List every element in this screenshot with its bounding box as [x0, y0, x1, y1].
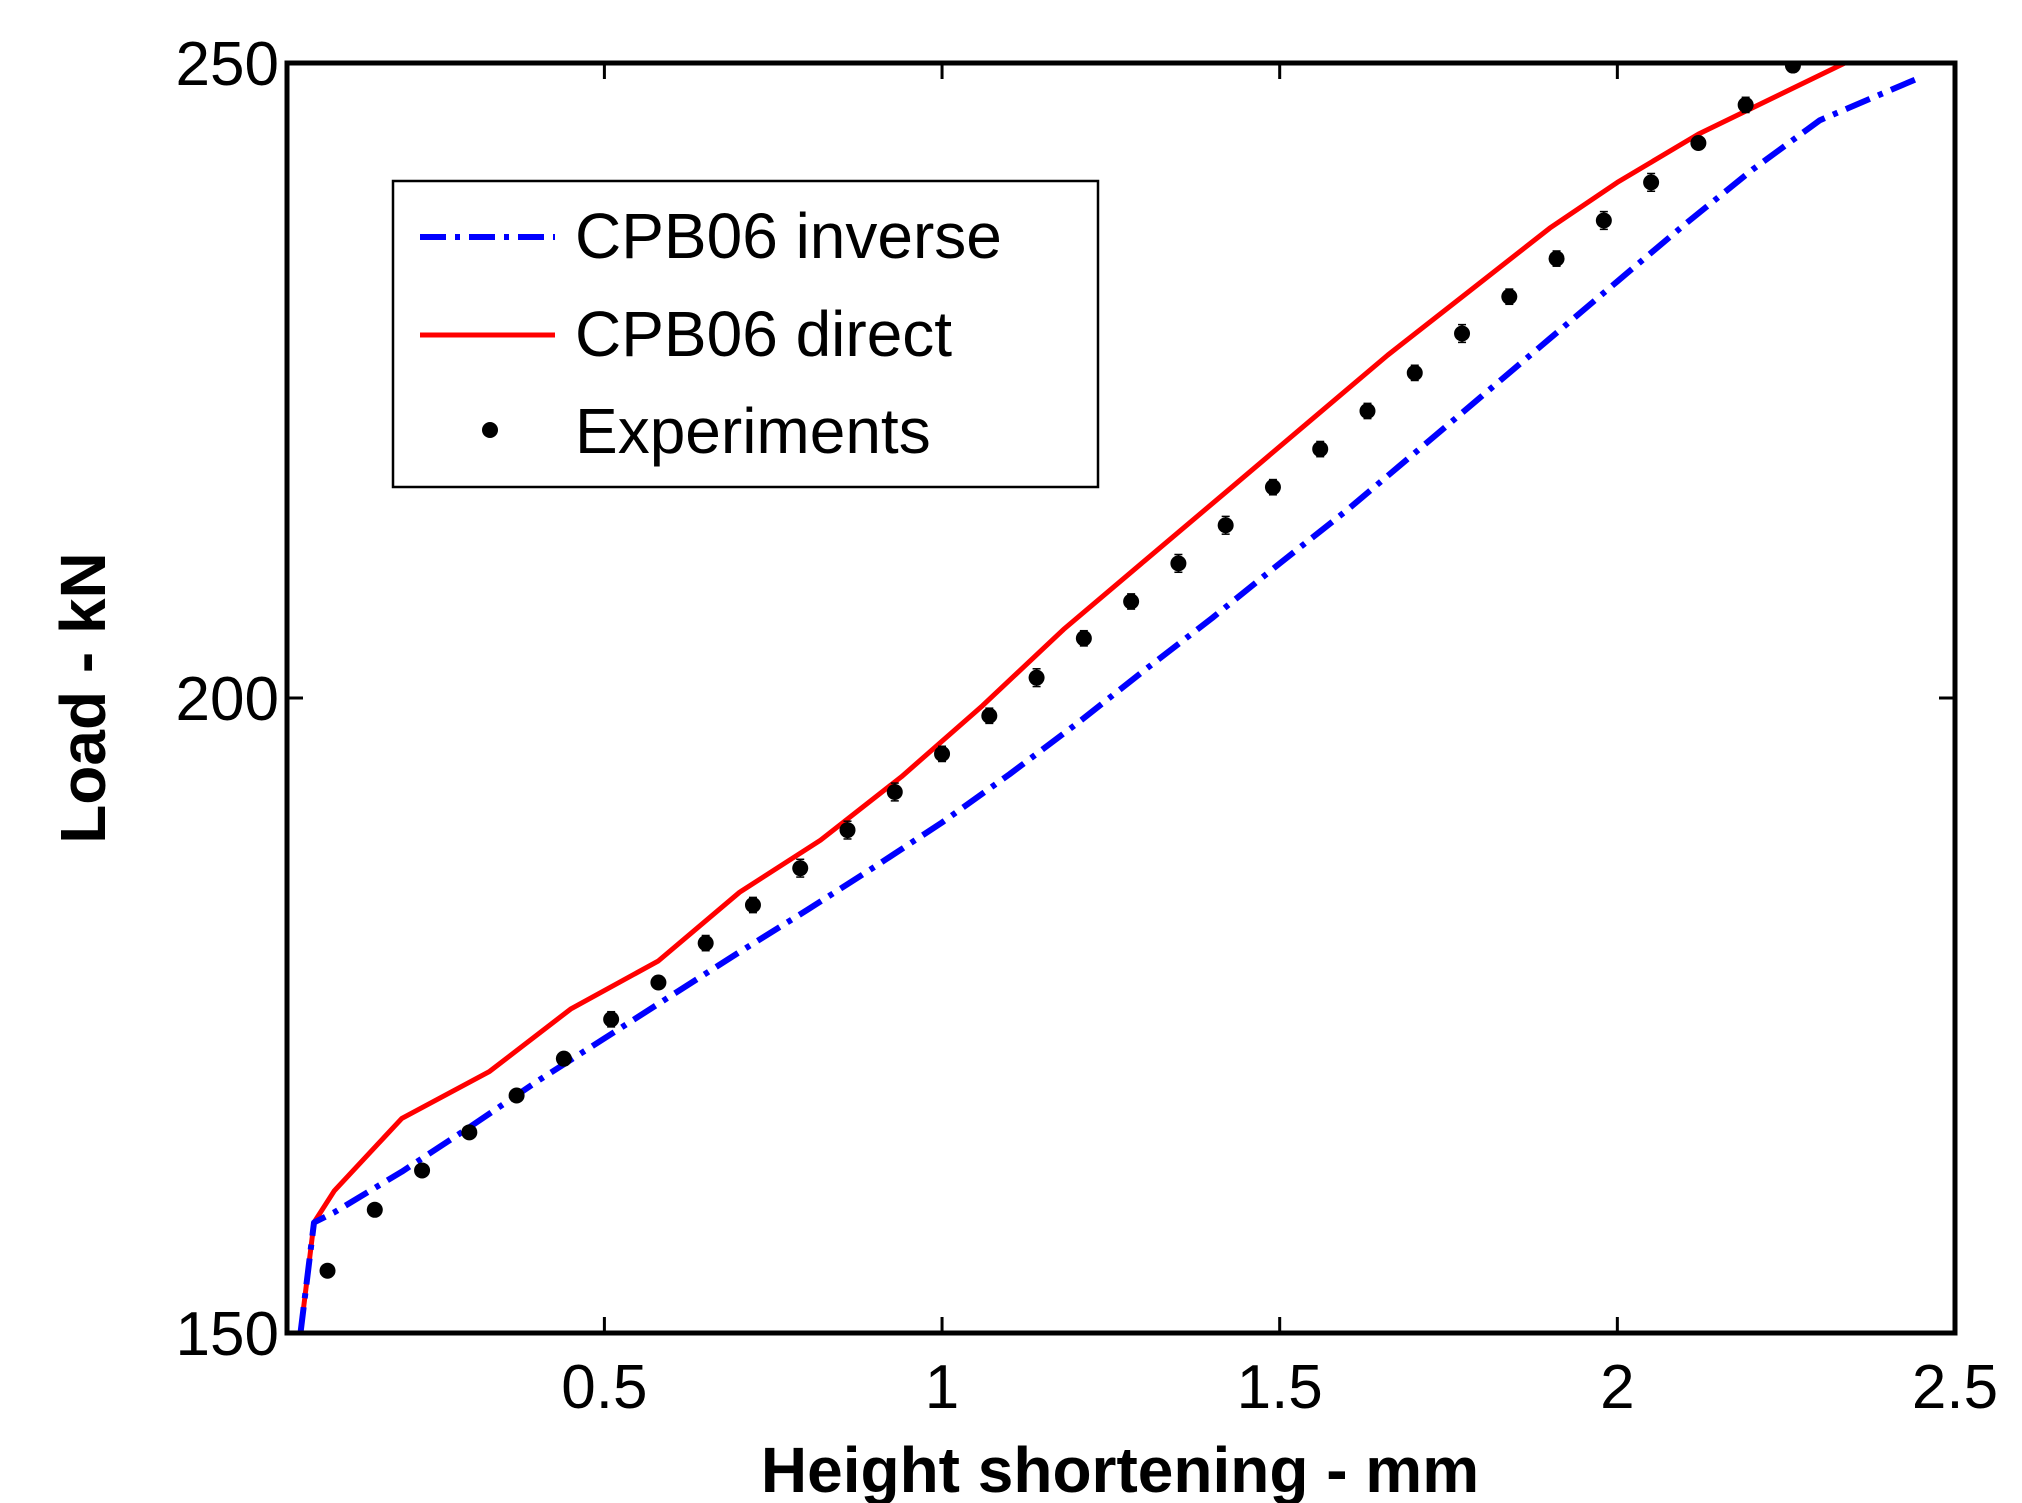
experiment-point	[886, 783, 903, 800]
x-tick-label: 0.5	[561, 1353, 647, 1422]
series-cpb06-inverse-line	[297, 74, 1923, 1333]
experiment-point	[650, 974, 667, 991]
experiment-point	[1832, 19, 1848, 35]
experiment-point	[981, 707, 998, 724]
y-tick-label: 200	[176, 665, 279, 734]
experiment-point	[1737, 96, 1754, 113]
experiment-point	[555, 1050, 572, 1067]
x-axis-title: Height shortening - mm	[761, 1434, 1479, 1503]
experiment-point	[744, 897, 761, 914]
x-tick-label: 2	[1600, 1353, 1634, 1422]
experiment-point	[1501, 288, 1518, 305]
experiment-point	[1028, 669, 1045, 686]
experiment-point	[792, 860, 809, 877]
experiment-point	[1406, 364, 1423, 381]
experiment-point	[934, 745, 951, 762]
plot-frame	[284, 60, 1958, 1336]
y-tick-label: 150	[176, 1300, 279, 1369]
series-experiments	[319, 19, 1848, 1279]
experiment-point	[366, 1201, 383, 1218]
experiment-point	[1312, 441, 1329, 458]
experiment-point	[603, 1011, 620, 1028]
y-axis-title: Load - kN	[47, 552, 119, 844]
series-cpb06-direct-line	[298, 63, 1851, 1333]
experiment-point	[508, 1087, 525, 1104]
x-tick-label: 1	[925, 1353, 959, 1422]
experiment-point	[1454, 325, 1471, 342]
experiment-point	[697, 935, 714, 952]
legend-swatch-experiments	[482, 422, 498, 438]
experiment-point	[1123, 593, 1140, 610]
legend-label-direct: CPB06 direct	[575, 298, 952, 370]
x-tick-label: 2.5	[1912, 1353, 1998, 1422]
experiment-point	[1359, 402, 1376, 419]
experiment-point	[1643, 174, 1660, 191]
experiment-point	[319, 1262, 336, 1279]
experiment-point	[414, 1162, 431, 1179]
experiment-point	[1548, 250, 1565, 267]
experiment-point	[461, 1124, 478, 1141]
experiment-point	[1595, 212, 1612, 229]
legend-label-experiments: Experiments	[575, 395, 931, 467]
experiment-point	[1784, 63, 1801, 74]
experiment-point	[1075, 630, 1092, 647]
experiment-point	[1690, 135, 1707, 152]
legend-label-inverse: CPB06 inverse	[575, 200, 1002, 272]
x-tick-label: 1.5	[1237, 1353, 1323, 1422]
experiment-point	[1264, 479, 1281, 496]
experiment-point	[1217, 517, 1234, 534]
experiment-point	[1170, 555, 1187, 572]
experiment-point	[839, 822, 856, 839]
legend: CPB06 inverse CPB06 direct Experiments	[391, 179, 1100, 489]
y-tick-label: 250	[176, 30, 279, 99]
legend-box	[391, 179, 1100, 489]
